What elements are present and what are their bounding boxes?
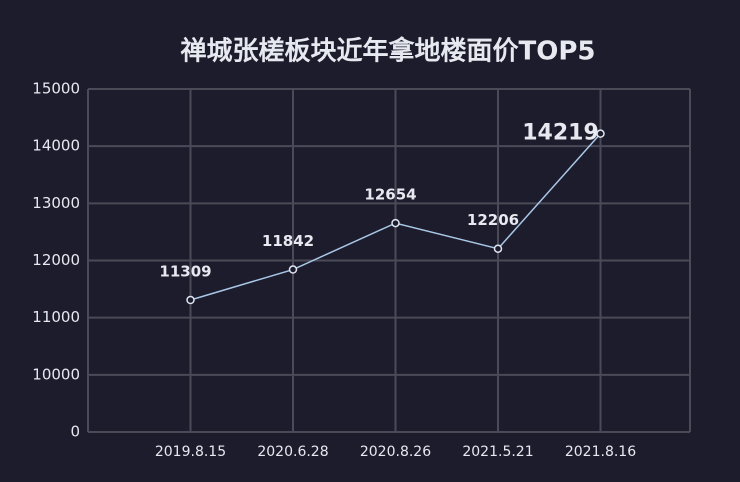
y-tick-label: 0 (70, 423, 80, 441)
y-tick-label: 10000 (32, 365, 80, 383)
y-tick-label: 14000 (32, 137, 80, 155)
marker (288, 265, 298, 274)
x-tick-label: 2021.5.21 (462, 444, 533, 460)
value-label: 14219 (522, 121, 599, 146)
chart-title: 禅城张槎板块近年拿地楼面价TOP5 (180, 36, 596, 67)
x-tick-label: 2020.8.26 (360, 444, 431, 460)
marker (391, 218, 400, 228)
y-tick-label: 13000 (32, 194, 80, 212)
y-tick-label: 11000 (32, 308, 80, 326)
value-label: 12654 (364, 186, 416, 204)
value-label: 11842 (262, 232, 314, 250)
marker (186, 295, 195, 305)
y-tick-label: 12000 (32, 251, 80, 269)
x-tick-label: 2019.8.15 (155, 444, 226, 460)
x-tick-label: 2020.6.28 (257, 444, 328, 460)
value-label: 11309 (159, 263, 211, 281)
x-tick-label: 2021.8.16 (565, 444, 636, 460)
value-label: 12206 (467, 211, 519, 229)
y-tick-label: 15000 (32, 80, 80, 98)
marker (493, 244, 503, 253)
marker (596, 129, 605, 138)
